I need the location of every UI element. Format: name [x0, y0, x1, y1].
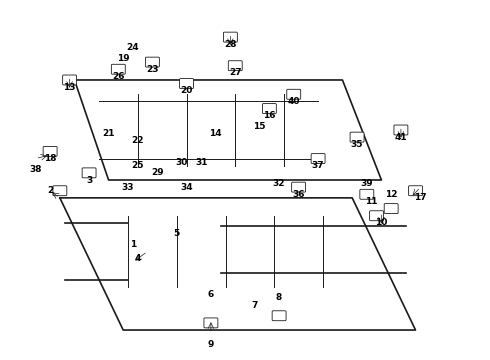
Text: 5: 5	[173, 229, 180, 238]
Text: 33: 33	[122, 183, 134, 192]
Text: 34: 34	[180, 183, 193, 192]
Text: 35: 35	[351, 140, 363, 149]
Text: 23: 23	[146, 65, 159, 74]
FancyBboxPatch shape	[82, 168, 96, 178]
Text: 27: 27	[229, 68, 242, 77]
Text: 29: 29	[151, 168, 164, 177]
Text: 39: 39	[361, 179, 373, 188]
Text: 7: 7	[251, 301, 258, 310]
Text: 6: 6	[208, 290, 214, 299]
Text: 31: 31	[195, 158, 207, 167]
Text: 1: 1	[130, 240, 136, 249]
FancyBboxPatch shape	[369, 211, 384, 221]
FancyBboxPatch shape	[350, 132, 364, 142]
FancyBboxPatch shape	[146, 57, 159, 67]
FancyBboxPatch shape	[53, 186, 67, 196]
Text: 28: 28	[224, 40, 237, 49]
FancyBboxPatch shape	[409, 186, 422, 196]
Text: 24: 24	[126, 43, 139, 52]
Text: 32: 32	[273, 179, 285, 188]
Text: 15: 15	[253, 122, 266, 131]
FancyBboxPatch shape	[111, 64, 125, 74]
Text: 30: 30	[175, 158, 188, 167]
Text: 41: 41	[394, 132, 407, 141]
Text: 25: 25	[131, 161, 144, 170]
Text: 19: 19	[117, 54, 129, 63]
Text: 2: 2	[47, 186, 53, 195]
FancyBboxPatch shape	[292, 182, 306, 192]
Text: 37: 37	[312, 161, 324, 170]
Text: 36: 36	[293, 190, 305, 199]
Text: 14: 14	[209, 129, 222, 138]
Text: 11: 11	[366, 197, 378, 206]
Text: 22: 22	[131, 136, 144, 145]
Text: 9: 9	[208, 340, 214, 349]
Text: 12: 12	[385, 190, 397, 199]
FancyBboxPatch shape	[228, 61, 242, 71]
Text: 20: 20	[180, 86, 193, 95]
FancyBboxPatch shape	[63, 75, 76, 85]
FancyBboxPatch shape	[311, 154, 325, 163]
FancyBboxPatch shape	[223, 32, 237, 42]
Text: 16: 16	[263, 111, 275, 120]
FancyBboxPatch shape	[394, 125, 408, 135]
FancyBboxPatch shape	[360, 189, 374, 199]
Text: 3: 3	[86, 176, 92, 185]
Text: 26: 26	[112, 72, 124, 81]
FancyBboxPatch shape	[263, 104, 276, 113]
FancyBboxPatch shape	[287, 89, 301, 99]
FancyBboxPatch shape	[384, 204, 398, 213]
Text: 13: 13	[63, 83, 76, 92]
Text: 10: 10	[375, 219, 388, 228]
Text: 21: 21	[102, 129, 115, 138]
FancyBboxPatch shape	[43, 147, 57, 156]
Text: 8: 8	[276, 293, 282, 302]
Text: 38: 38	[29, 165, 42, 174]
FancyBboxPatch shape	[179, 78, 194, 89]
Text: 40: 40	[288, 97, 300, 106]
Text: 17: 17	[414, 193, 427, 202]
FancyBboxPatch shape	[272, 311, 286, 321]
FancyBboxPatch shape	[204, 318, 218, 328]
Text: 4: 4	[135, 254, 141, 263]
Text: 18: 18	[44, 154, 56, 163]
